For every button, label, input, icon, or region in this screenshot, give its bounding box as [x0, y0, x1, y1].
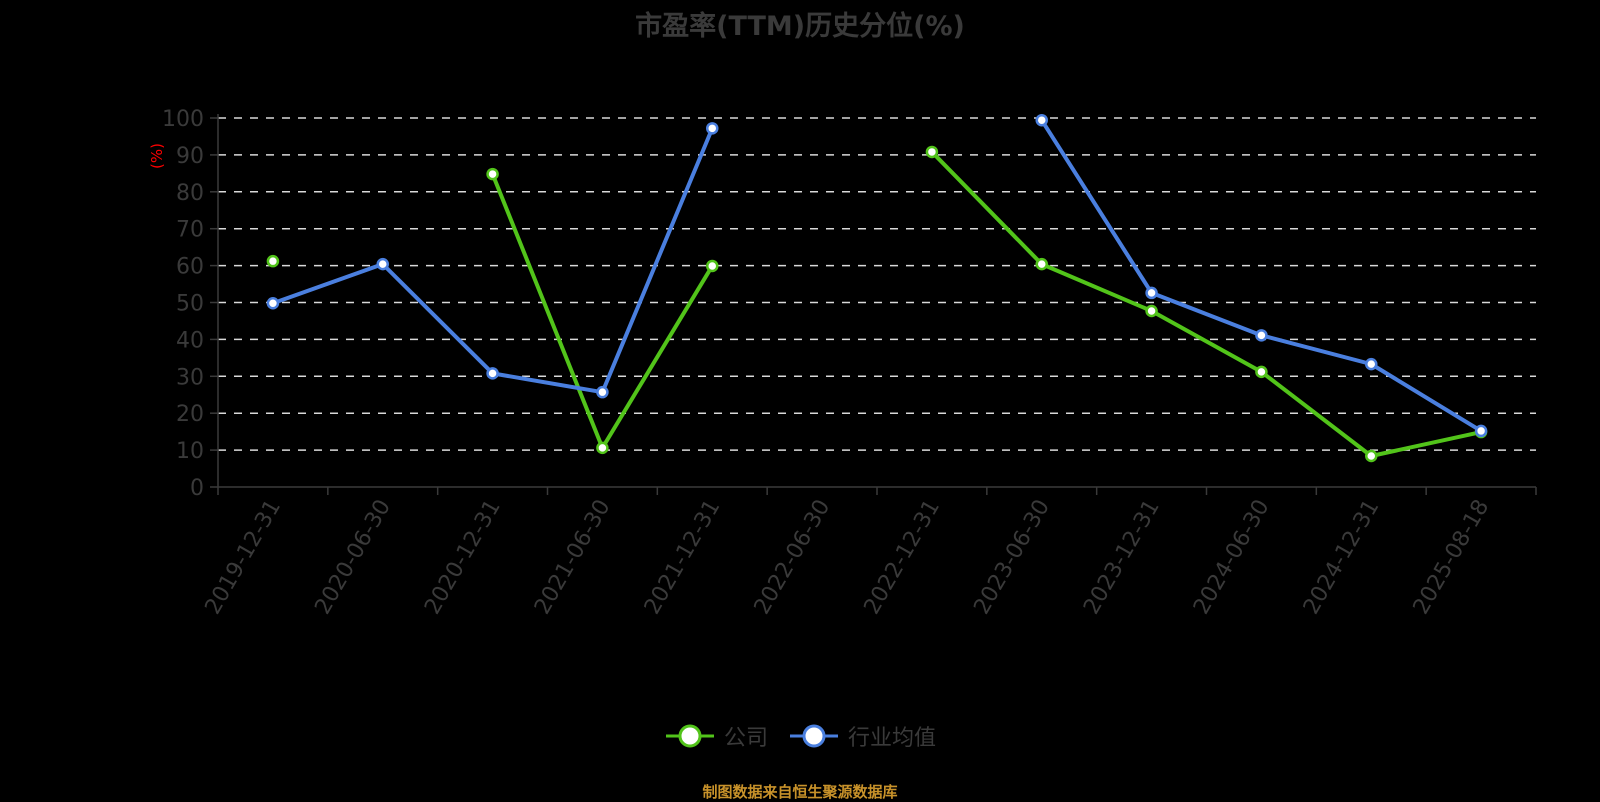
- chart-title: 市盈率(TTM)历史分位(%): [635, 11, 965, 42]
- data-point-marker[interactable]: [596, 441, 609, 455]
- y-tick-label: 30: [176, 365, 204, 390]
- y-tick-label: 70: [176, 218, 204, 243]
- data-point-marker[interactable]: [1035, 113, 1048, 127]
- x-tick-label: 2020-12-31: [420, 496, 506, 619]
- data-source-footer: 制图数据来自恒生聚源数据库: [702, 783, 898, 801]
- x-tick-label: 2020-06-30: [310, 496, 396, 619]
- data-point-marker[interactable]: [1365, 357, 1378, 371]
- grid-lines: [218, 117, 1536, 451]
- data-point-marker[interactable]: [1365, 449, 1378, 463]
- legend-company-marker-icon: [665, 724, 714, 748]
- x-tick-label: 2024-12-31: [1299, 496, 1385, 619]
- y-tick-label: 100: [162, 107, 204, 132]
- data-point-marker[interactable]: [706, 122, 719, 135]
- y-tick-label: 90: [176, 144, 204, 169]
- x-tick-label: 2025-08-18: [1409, 496, 1495, 619]
- x-tick-label: 2022-12-31: [860, 496, 946, 619]
- legend-item-industry-average[interactable]: 行业均值: [788, 720, 936, 752]
- data-point-marker[interactable]: [266, 254, 280, 268]
- data-point-marker[interactable]: [596, 385, 609, 399]
- data-point-marker[interactable]: [486, 167, 499, 181]
- data-point-marker[interactable]: [1255, 365, 1268, 379]
- x-tick-label: 2023-12-31: [1079, 496, 1165, 619]
- y-tick-label: 50: [176, 292, 204, 317]
- y-tick-label: 60: [176, 255, 204, 280]
- legend-item-company[interactable]: 公司: [664, 720, 768, 752]
- series-line: [930, 150, 1482, 459]
- data-point-marker[interactable]: [1255, 329, 1268, 342]
- y-tick-label: 0: [190, 476, 204, 501]
- legend: 公司 行业均值: [0, 720, 1600, 752]
- x-tick-label: 2021-06-30: [530, 496, 616, 619]
- legend-industry-marker-icon: [790, 724, 838, 748]
- y-tick-label: 20: [176, 402, 204, 427]
- data-point-marker[interactable]: [1145, 304, 1158, 318]
- data-point-marker[interactable]: [376, 257, 389, 271]
- data-point-marker[interactable]: [486, 367, 499, 380]
- legend-label-company: 公司: [723, 726, 768, 751]
- axes: 0 10 20 30 40 50 60 70 80 90 100 2019-12-31 2020-06-…: [162, 107, 1537, 619]
- data-point-marker[interactable]: [266, 296, 280, 310]
- x-tick-label: 2022-06-30: [750, 496, 836, 619]
- x-tick-label: 2019-12-31: [201, 496, 287, 619]
- data-point-marker[interactable]: [1145, 286, 1158, 300]
- data-point-marker[interactable]: [706, 259, 719, 273]
- x-tick-label: 2023-06-30: [969, 496, 1055, 619]
- series-line: [1040, 119, 1483, 433]
- legend-label-industry-average: 行业均值: [848, 726, 937, 751]
- y-tick-label: 40: [176, 328, 204, 353]
- x-tick-label: 2021-12-31: [640, 496, 726, 619]
- y-axis-unit-label: (%): [148, 143, 166, 169]
- y-tick-label: 10: [176, 439, 204, 464]
- series-lines: [266, 113, 1488, 463]
- x-tick-label: 2024-06-30: [1189, 496, 1275, 619]
- data-point-marker[interactable]: [1035, 257, 1048, 271]
- y-tick-label: 80: [176, 181, 204, 206]
- data-point-marker[interactable]: [925, 145, 939, 159]
- series-line: [490, 173, 714, 450]
- data-point-marker[interactable]: [1474, 424, 1488, 438]
